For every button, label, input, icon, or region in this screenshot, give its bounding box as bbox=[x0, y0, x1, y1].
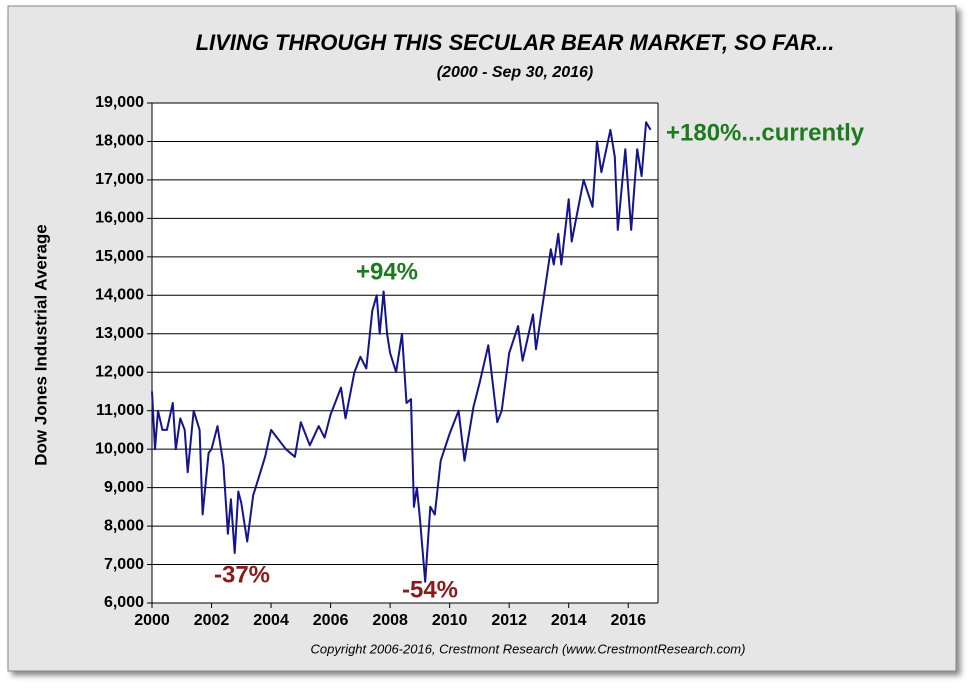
y-tick-label: 15,000 bbox=[95, 248, 144, 265]
x-tick-label: 2016 bbox=[610, 612, 646, 629]
y-tick-label: 18,000 bbox=[95, 133, 144, 150]
y-tick-label: 19,000 bbox=[95, 94, 144, 111]
y-tick-label: 11,000 bbox=[96, 402, 144, 419]
x-tick-label: 2000 bbox=[134, 612, 170, 629]
y-tick-label: 10,000 bbox=[95, 440, 144, 457]
y-tick-label: 17,000 bbox=[95, 171, 144, 188]
annotation: +94% bbox=[356, 258, 418, 285]
y-tick-label: 13,000 bbox=[95, 325, 144, 342]
annotation: -54% bbox=[402, 576, 458, 603]
y-axis-label: Dow Jones Industrial Average bbox=[31, 224, 50, 466]
annotation: +180%...currently bbox=[666, 119, 865, 146]
y-tick-label: 7,000 bbox=[104, 556, 144, 573]
x-tick-label: 2012 bbox=[491, 612, 527, 629]
chart-subtitle: (2000 - Sep 30, 2016) bbox=[437, 64, 594, 81]
x-tick-label: 2004 bbox=[253, 612, 289, 629]
y-tick-label: 8,000 bbox=[104, 517, 144, 534]
y-tick-label: 14,000 bbox=[95, 287, 144, 304]
y-tick-label: 6,000 bbox=[104, 594, 144, 611]
x-tick-label: 2008 bbox=[372, 612, 408, 629]
chart-title: LIVING THROUGH THIS SECULAR BEAR MARKET,… bbox=[196, 30, 835, 55]
x-tick-label: 2006 bbox=[313, 612, 349, 629]
x-tick-label: 2002 bbox=[194, 612, 230, 629]
source-note: Copyright 2006-2016, Crestmont Research … bbox=[311, 641, 746, 656]
data-line bbox=[151, 121, 652, 583]
x-tick-label: 2010 bbox=[432, 612, 468, 629]
annotation: -37% bbox=[214, 561, 270, 588]
y-tick-label: 12,000 bbox=[95, 363, 144, 380]
y-tick-label: 9,000 bbox=[104, 479, 144, 496]
x-tick-label: 2014 bbox=[551, 612, 587, 629]
y-tick-label: 16,000 bbox=[95, 210, 144, 227]
